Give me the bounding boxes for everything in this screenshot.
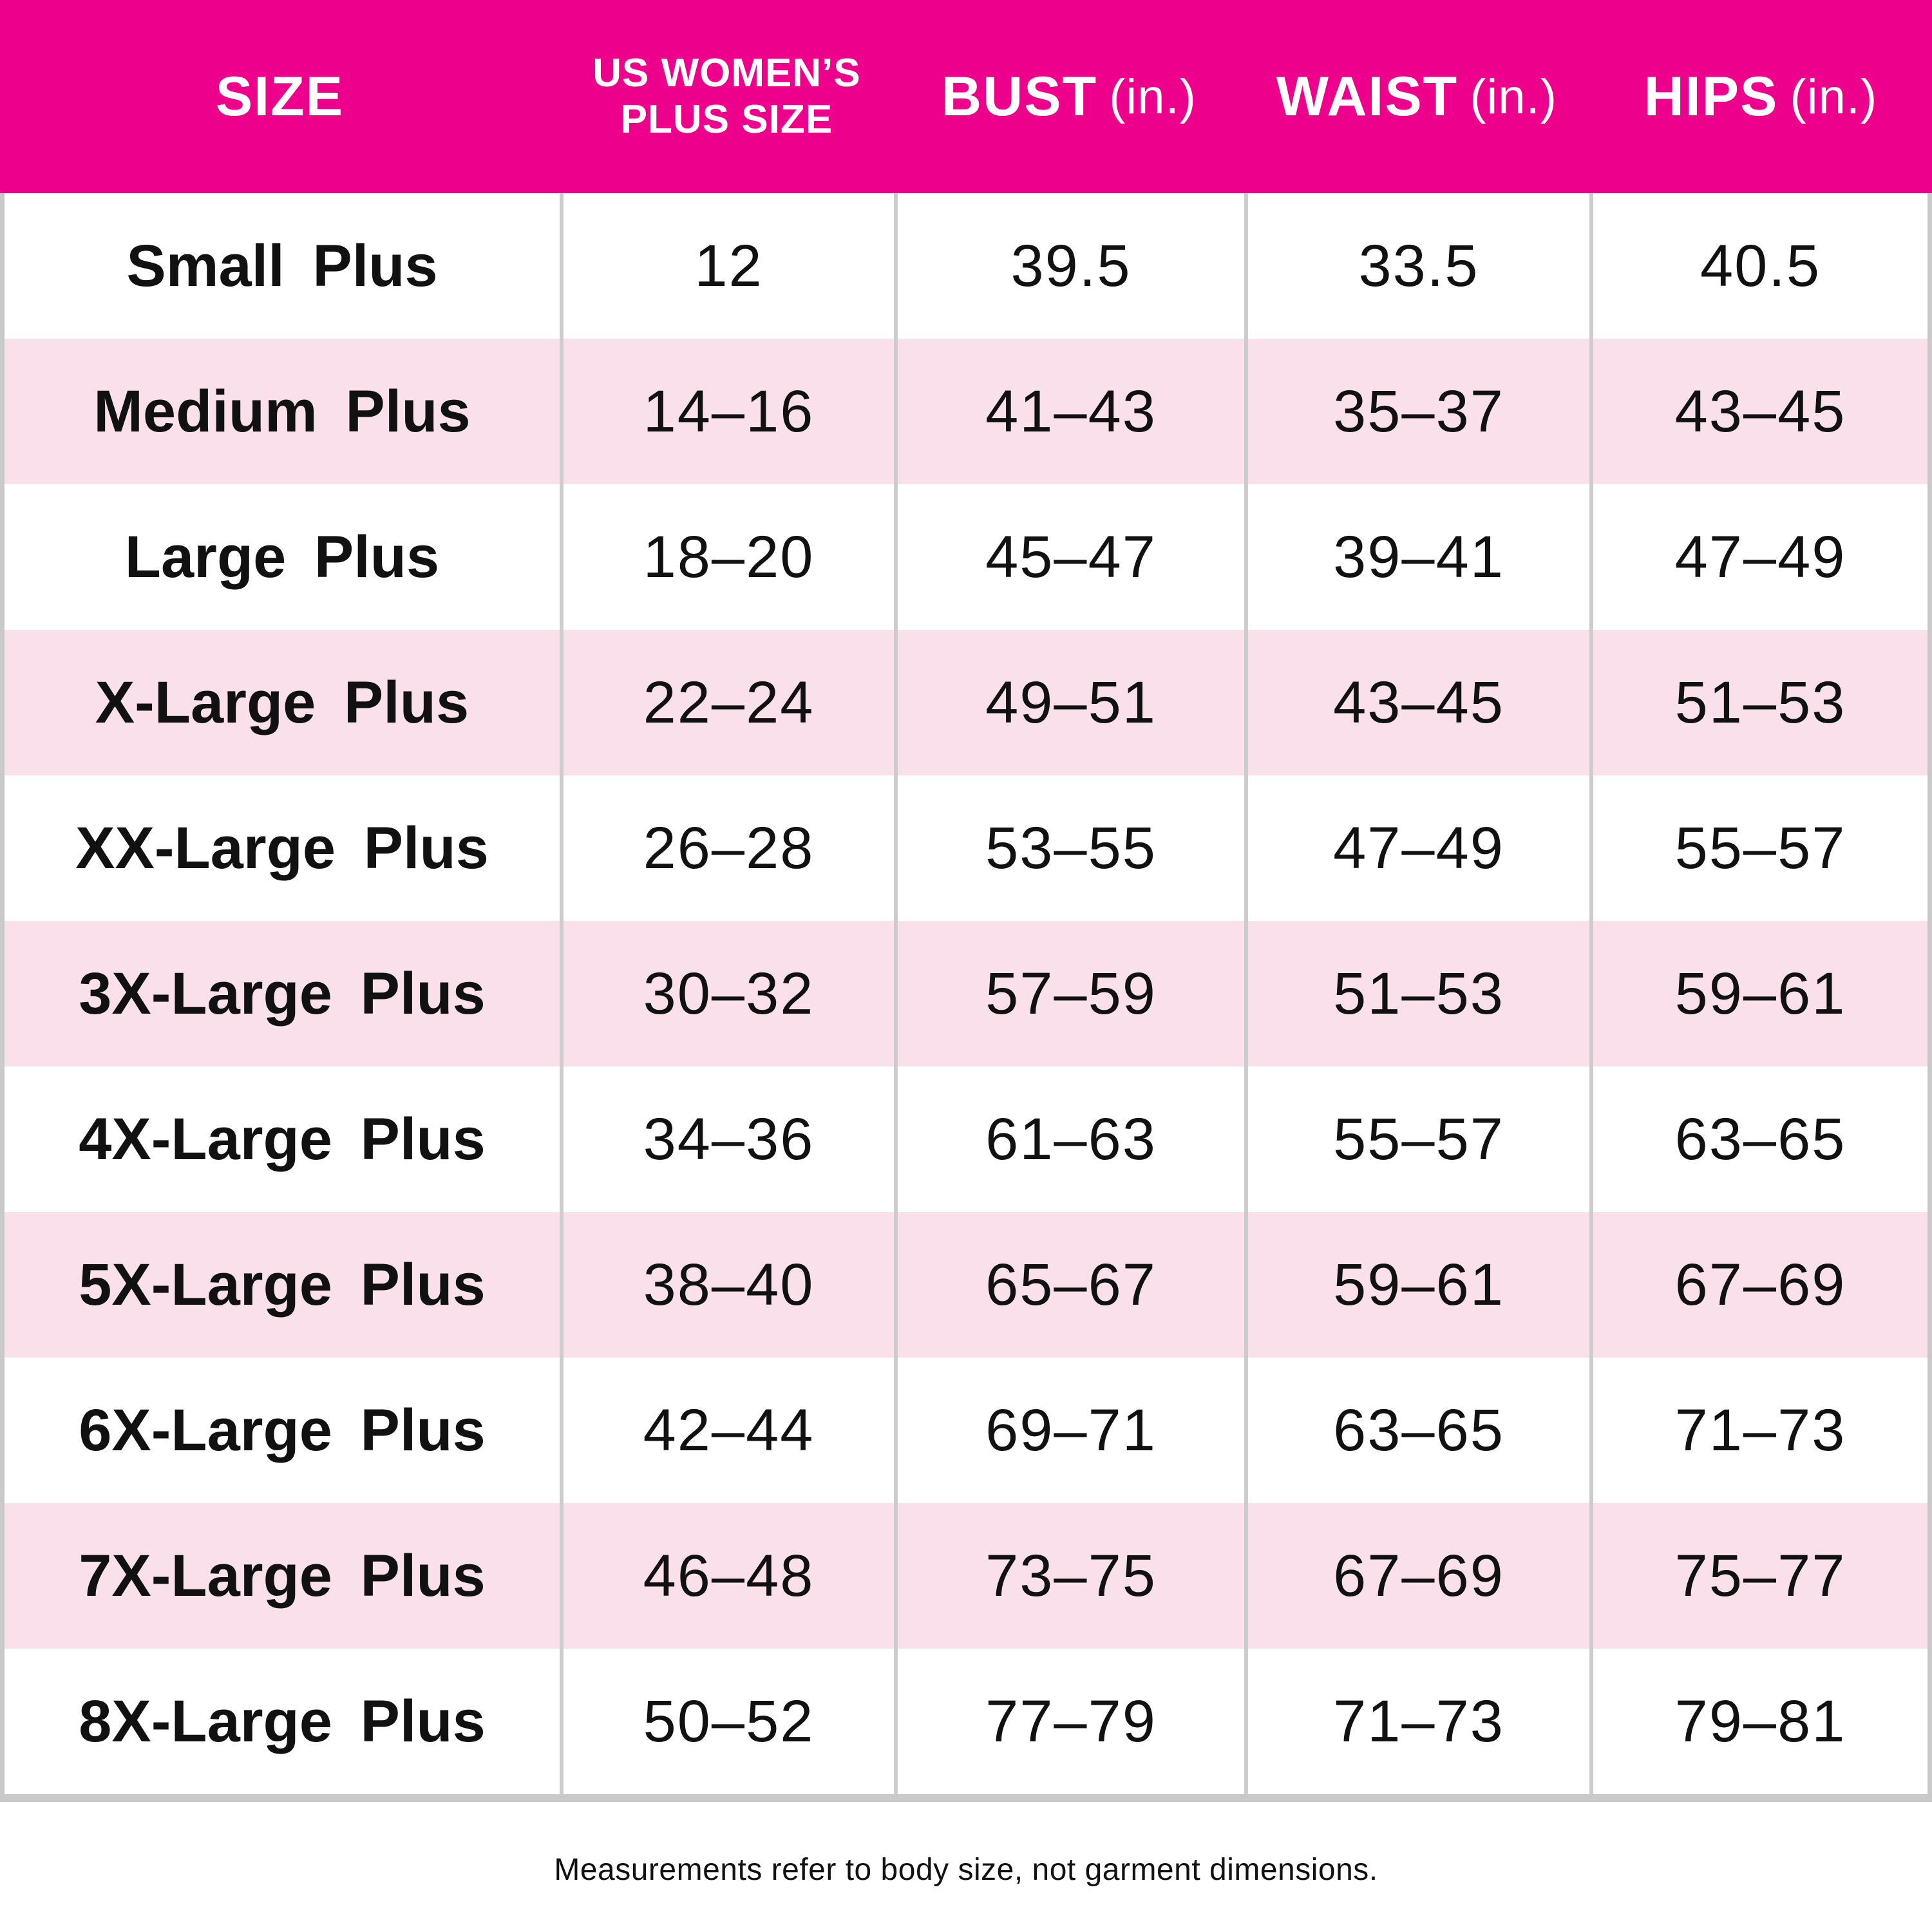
column-header-waist: WAIST (in.) (1244, 0, 1589, 193)
bust-cell: 65–67 (898, 1212, 1248, 1358)
column-header-us-plus-size: US WOMEN’S PLUS SIZE (560, 0, 894, 193)
size-cell: 5X-Large Plus (5, 1212, 564, 1358)
size-cell: Large Plus (5, 484, 564, 630)
column-header-us-plus-size-label: US WOMEN’S PLUS SIZE (592, 51, 861, 142)
column-header-waist-label: WAIST (1276, 65, 1459, 128)
hips-cell: 43–45 (1674, 378, 1846, 444)
size-cell: Small Plus (5, 193, 564, 339)
hips-cell: 59–61 (1674, 960, 1846, 1027)
size-cell: 8X-Large Plus (5, 1649, 564, 1794)
table-row-small-plus: Small Plus 12 39.5 33.5 40.5 (5, 193, 1927, 339)
column-header-bust-label: BUST (942, 65, 1098, 128)
hips-cell: 47–49 (1674, 524, 1846, 590)
waist-cell: 39–41 (1248, 484, 1593, 630)
size-cell: 6X-Large Plus (5, 1358, 564, 1503)
size-cell: 3X-Large Plus (5, 921, 564, 1066)
table-row-3x-large-plus: 3X-Large Plus 30–32 57–59 51–53 59–61 (5, 921, 1927, 1066)
us-size-cell: 42–44 (564, 1358, 898, 1503)
table-row-xx-large-plus: XX-Large Plus 26–28 53–55 47–49 55–57 (5, 775, 1927, 921)
table-row-7x-large-plus: 7X-Large Plus 46–48 73–75 67–69 75–77 (5, 1503, 1927, 1649)
hips-cell: 79–81 (1674, 1688, 1846, 1754)
bust-cell: 69–71 (898, 1358, 1248, 1503)
column-header-size-label: SIZE (215, 65, 345, 128)
us-size-cell: 14–16 (564, 339, 898, 484)
column-header-size: SIZE (0, 0, 560, 193)
bust-cell: 61–63 (898, 1066, 1248, 1212)
us-size-cell: 26–28 (564, 775, 898, 921)
table-row-large-plus: Large Plus 18–20 45–47 39–41 47–49 (5, 484, 1927, 630)
us-size-cell: 46–48 (564, 1503, 898, 1649)
table-row-4x-large-plus: 4X-Large Plus 34–36 61–63 55–57 63–65 (5, 1066, 1927, 1212)
table-row-medium-plus: Medium Plus 14–16 41–43 35–37 43–45 (5, 339, 1927, 484)
measurement-footnote: Measurements refer to body size, not gar… (554, 1853, 1378, 1887)
bust-unit-label: (in.) (1109, 69, 1197, 124)
hips-cell: 67–69 (1674, 1251, 1846, 1318)
waist-cell: 71–73 (1248, 1649, 1593, 1794)
hips-cell: 55–57 (1674, 815, 1846, 881)
bust-cell: 49–51 (898, 630, 1248, 775)
us-size-cell: 18–20 (564, 484, 898, 630)
table-body: Small Plus 12 39.5 33.5 40.5 Medium Plus… (0, 193, 1932, 1802)
bust-cell: 53–55 (898, 775, 1248, 921)
size-cell: 7X-Large Plus (5, 1503, 564, 1649)
bust-cell: 45–47 (898, 484, 1248, 630)
bust-cell: 57–59 (898, 921, 1248, 1066)
hips-cell: 63–65 (1674, 1106, 1846, 1172)
waist-cell: 51–53 (1248, 921, 1593, 1066)
size-cell: XX-Large Plus (5, 775, 564, 921)
table-header-row: SIZE US WOMEN’S PLUS SIZE BUST (in.) WAI… (0, 0, 1932, 193)
waist-cell: 55–57 (1248, 1066, 1593, 1212)
hips-cell: 40.5 (1700, 232, 1821, 299)
bust-cell: 77–79 (898, 1649, 1248, 1794)
waist-cell: 47–49 (1248, 775, 1593, 921)
bust-cell: 73–75 (898, 1503, 1248, 1649)
waist-cell: 35–37 (1248, 339, 1593, 484)
waist-cell: 67–69 (1248, 1503, 1593, 1649)
us-size-cell: 12 (564, 193, 898, 339)
waist-cell: 63–65 (1248, 1358, 1593, 1503)
hips-unit-label: (in.) (1790, 69, 1878, 124)
us-size-cell: 50–52 (564, 1649, 898, 1794)
us-size-cell: 34–36 (564, 1066, 898, 1212)
us-size-cell: 30–32 (564, 921, 898, 1066)
column-header-hips-label: HIPS (1643, 65, 1779, 128)
size-cell: Medium Plus (5, 339, 564, 484)
us-size-cell: 38–40 (564, 1212, 898, 1358)
table-row-6x-large-plus: 6X-Large Plus 42–44 69–71 63–65 71–73 (5, 1358, 1927, 1503)
column-header-hips: HIPS (in.) (1589, 0, 1932, 193)
size-cell: X-Large Plus (5, 630, 564, 775)
waist-cell: 59–61 (1248, 1212, 1593, 1358)
table-row-8x-large-plus: 8X-Large Plus 50–52 77–79 71–73 79–81 (5, 1649, 1927, 1794)
hips-cell: 71–73 (1674, 1397, 1846, 1463)
hips-cell: 75–77 (1674, 1542, 1846, 1609)
hips-cell: 51–53 (1674, 669, 1846, 735)
us-size-cell: 22–24 (564, 630, 898, 775)
bust-cell: 39.5 (898, 193, 1248, 339)
waist-cell: 33.5 (1248, 193, 1593, 339)
waist-cell: 43–45 (1248, 630, 1593, 775)
bust-cell: 41–43 (898, 339, 1248, 484)
table-row-x-large-plus: X-Large Plus 22–24 49–51 43–45 51–53 (5, 630, 1927, 775)
table-row-5x-large-plus: 5X-Large Plus 38–40 65–67 59–61 67–69 (5, 1212, 1927, 1358)
size-cell: 4X-Large Plus (5, 1066, 564, 1212)
waist-unit-label: (in.) (1470, 69, 1558, 124)
column-header-bust: BUST (in.) (894, 0, 1244, 193)
